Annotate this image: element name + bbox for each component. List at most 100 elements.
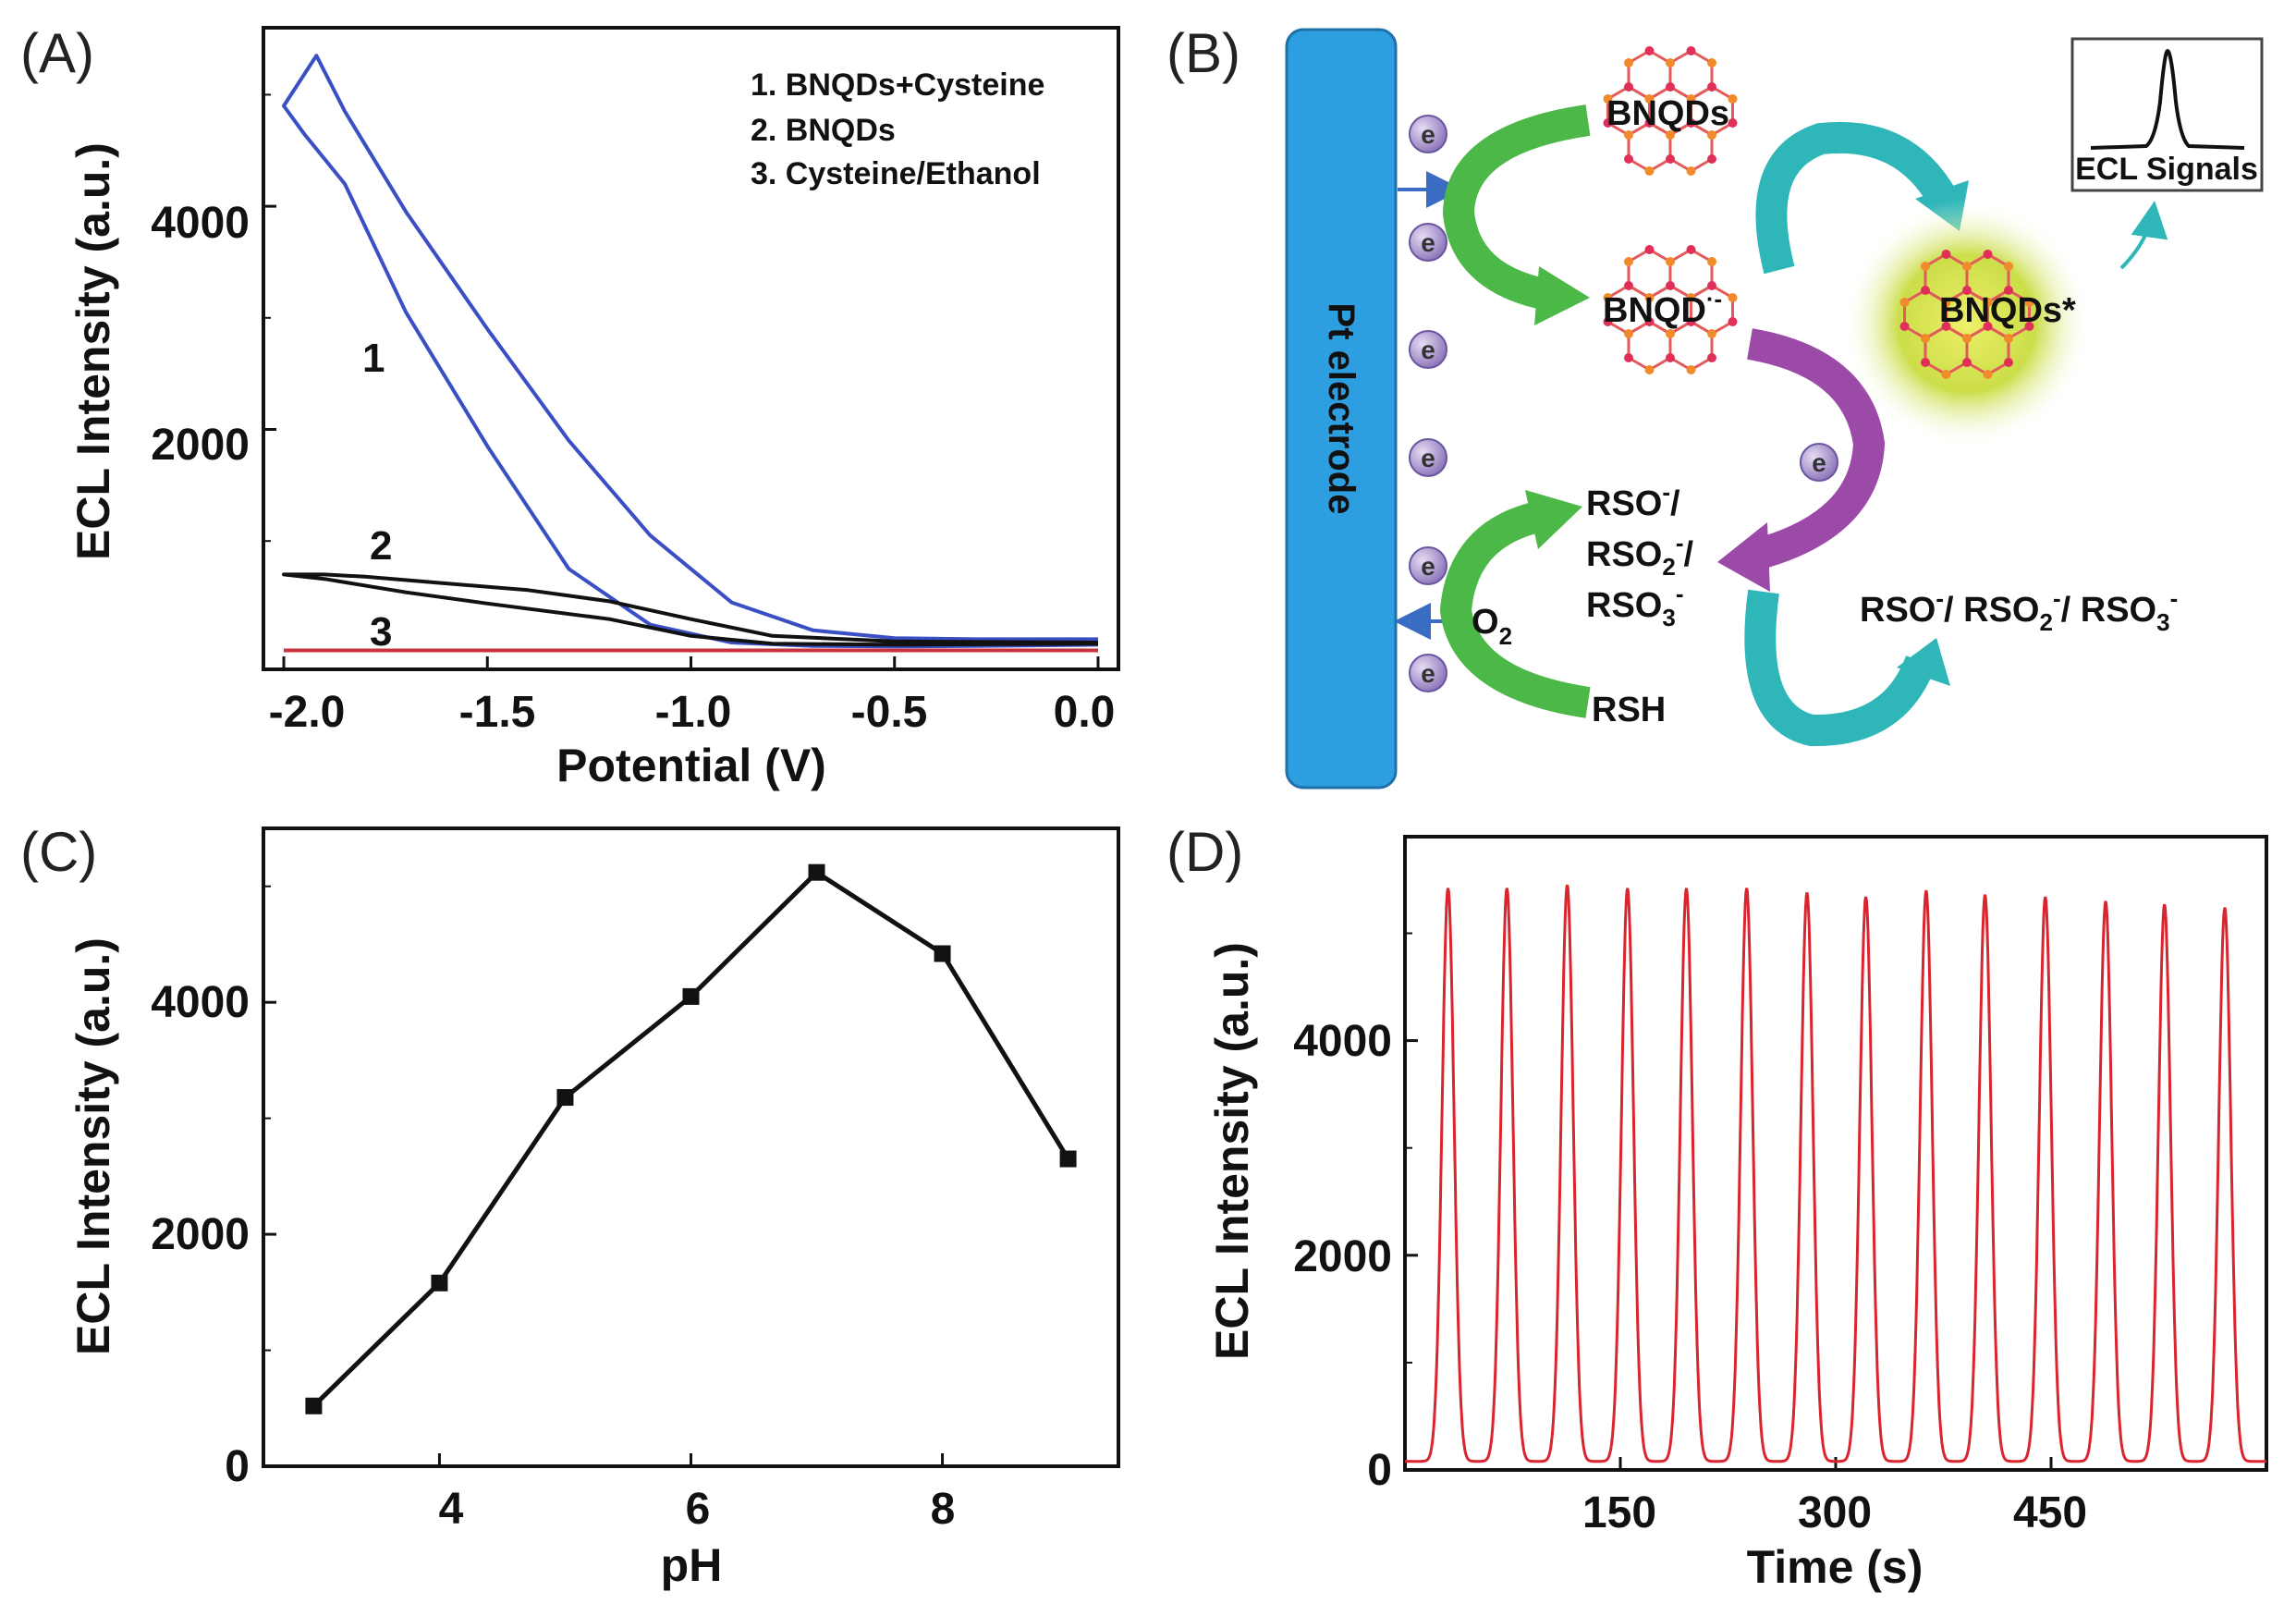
electron-icon	[1800, 443, 1838, 482]
atom	[1644, 94, 1655, 104]
atom	[1666, 281, 1675, 290]
plot-a-frame	[262, 26, 1120, 671]
electron-transfer-arrow-head	[1717, 522, 1770, 592]
atom	[1686, 94, 1696, 104]
atom	[1899, 298, 1910, 307]
plot-c-ytick-label: 0	[225, 1442, 250, 1491]
reduction-arrow	[1442, 104, 1591, 310]
atom	[1921, 262, 1930, 271]
atom	[1707, 281, 1716, 290]
atom	[1603, 94, 1613, 104]
electron-column: e e e e e e e	[1409, 115, 1838, 692]
emission-arrow	[2119, 201, 2168, 270]
atom	[2004, 358, 2013, 367]
atom	[1603, 293, 1613, 302]
plot-d-ytick-label: 0	[1367, 1446, 1392, 1495]
electron-symbol: e	[1421, 120, 1435, 149]
plot-a-legend-item: 3. Cysteine/Ethanol	[751, 156, 1041, 191]
atom	[1686, 365, 1696, 374]
plot-d-xtick-label: 300	[1798, 1488, 1872, 1537]
ecl-signal-peak	[2090, 48, 2245, 150]
plot-a-ylabel: ECL Intensity (a.u.)	[67, 142, 119, 560]
atom	[1666, 82, 1675, 92]
plot-a-xtick-label: -0.5	[851, 688, 928, 737]
pt-electrode-label: Pt electrode	[1321, 303, 1362, 515]
atom	[1644, 317, 1655, 326]
ecl-signals-label: ECL Signals	[2075, 152, 2258, 187]
atom	[1921, 334, 1930, 343]
bnqds-excited-lattice	[1899, 250, 2034, 379]
plot-d-ytick-label: 2000	[1293, 1232, 1392, 1281]
electron-icon	[1409, 223, 1447, 262]
rsh-label: RSH	[1592, 691, 1666, 729]
atom	[1707, 353, 1716, 362]
atom	[1941, 370, 1951, 379]
plot-c-ytick-label: 2000	[151, 1210, 250, 1259]
atom	[1707, 154, 1716, 164]
oxidation-arrow-head	[1525, 490, 1582, 549]
bnqd-anion-lattice	[1603, 245, 1738, 374]
plot-d-ylabel: ECL Intensity (a.u.)	[1206, 942, 1258, 1360]
atom	[1707, 130, 1716, 140]
atom	[1644, 245, 1655, 254]
hexagon-ring	[1627, 49, 1672, 101]
plot-a-ytick-label: 4000	[151, 199, 250, 248]
plot-c-xtick-label: 4	[439, 1485, 464, 1534]
plot-d-xtick-label: 450	[2013, 1488, 2087, 1537]
atom	[2024, 298, 2034, 307]
plot-a-xtick-label: 0.0	[1054, 688, 1116, 737]
plot-c-xlabel: pH	[661, 1539, 723, 1591]
ph-data-point	[808, 863, 825, 881]
excitation-arrow	[1755, 121, 1957, 275]
atom	[1941, 298, 1951, 307]
atom	[1707, 257, 1716, 266]
atom	[1644, 166, 1655, 176]
atom	[1983, 370, 1993, 379]
electron-symbol: e	[1421, 659, 1435, 688]
plot-d-ytick-label: 4000	[1293, 1017, 1392, 1066]
plot-d-xlabel: Time (s)	[1747, 1541, 1924, 1593]
bnqd-anion-label: BNQD·-	[1603, 285, 1722, 330]
ph-series-line	[311, 869, 1070, 1408]
electron-symbol: e	[1421, 228, 1435, 257]
atom	[1624, 58, 1633, 67]
plot-d-frame	[1403, 835, 2268, 1472]
atom	[1962, 286, 1972, 295]
atom	[1686, 245, 1696, 254]
plot-c-series	[305, 863, 1077, 1414]
electron-icon	[1409, 438, 1447, 477]
product-arrow-head	[1897, 638, 1950, 686]
bnqds-excited-label: BNQDs*	[1939, 291, 2076, 330]
atom	[2024, 322, 2034, 331]
ph-data-point	[431, 1274, 448, 1292]
atom	[1941, 250, 1951, 259]
bnqds-lattice	[1603, 46, 1738, 176]
ph-data-point	[682, 987, 700, 1005]
atom	[1666, 130, 1675, 140]
plot-a-xtick-label: -1.0	[655, 688, 732, 737]
atom	[1666, 154, 1675, 164]
bnqds-label: BNQDs	[1606, 94, 1729, 133]
electron-symbol: e	[1421, 444, 1435, 472]
atom	[1603, 118, 1613, 128]
atom	[1962, 358, 1972, 367]
ecl-stability-trace	[1405, 884, 2266, 1463]
plot-d-trace	[1405, 884, 2266, 1463]
atom	[2004, 334, 2013, 343]
curve-2-label: 2	[370, 523, 392, 569]
atom	[1962, 262, 1972, 271]
atom	[1624, 154, 1633, 164]
atom	[1941, 322, 1951, 331]
series-2-line	[282, 572, 1099, 647]
atom	[1624, 82, 1633, 92]
atom	[1707, 329, 1716, 338]
o2-label: O2	[1472, 603, 1512, 650]
atom	[2004, 262, 2013, 271]
atom	[1728, 118, 1738, 128]
plot-c-ticks	[263, 885, 945, 1468]
plot-c-ytick-label: 4000	[151, 978, 250, 1027]
atom	[1603, 317, 1613, 326]
atom	[1707, 58, 1716, 67]
rso-line-2: RSO2-/	[1586, 529, 1694, 581]
